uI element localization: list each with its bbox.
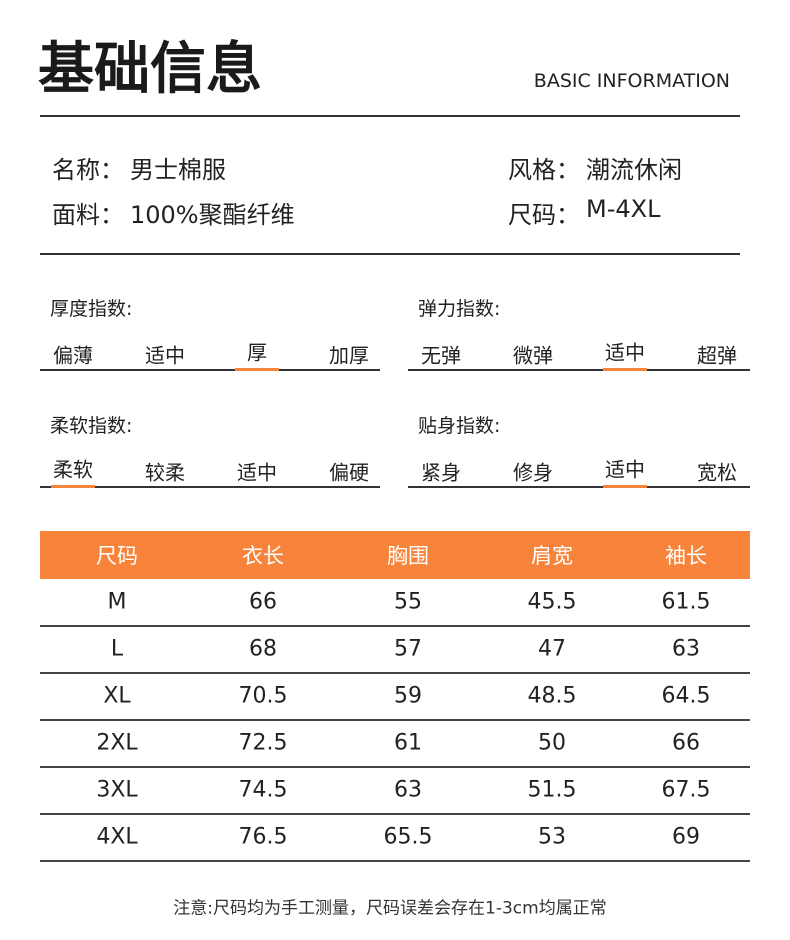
- index-title: 贴身指数:: [418, 415, 501, 437]
- index-selected-underline: [51, 485, 95, 488]
- index-baseline: [40, 369, 380, 371]
- table-cell: 61: [394, 730, 422, 756]
- table-cell: 76.5: [238, 824, 288, 850]
- table-row-line: [40, 766, 750, 768]
- table-cell: 66: [249, 589, 277, 615]
- table-cell: 48.5: [527, 683, 577, 709]
- index-option: 适中: [605, 457, 645, 482]
- index-baseline: [408, 369, 750, 371]
- index-title: 柔软指数:: [50, 415, 133, 437]
- table-cell: 4XL: [96, 824, 138, 850]
- index-option: 较柔: [145, 460, 185, 485]
- info-value: 男士棉服: [130, 156, 226, 184]
- table-row-line: [40, 625, 750, 627]
- index-baseline: [40, 486, 380, 488]
- table-row-line: [40, 813, 750, 815]
- index-option: 适中: [605, 340, 645, 365]
- index-option: 柔软: [53, 457, 93, 482]
- index-option: 紧身: [421, 460, 461, 485]
- table-cell: 51.5: [527, 777, 577, 803]
- table-cell: 2XL: [96, 730, 138, 756]
- title: 基础信息: [38, 37, 262, 102]
- index-option: 修身: [513, 460, 553, 485]
- table-cell: 3XL: [96, 777, 138, 803]
- table-cell: 59: [394, 683, 422, 709]
- index-option: 厚: [247, 340, 267, 365]
- index-option: 无弹: [421, 343, 461, 368]
- info-label: 面料：: [52, 201, 124, 229]
- index-option: 适中: [145, 343, 185, 368]
- table-cell: M: [107, 589, 127, 615]
- table-cell: 69: [672, 824, 700, 850]
- index-option: 适中: [237, 460, 277, 485]
- table-row-line: [40, 672, 750, 674]
- table-cell: 50: [538, 730, 566, 756]
- table-cell: 74.5: [238, 777, 288, 803]
- index-option: 加厚: [329, 343, 369, 368]
- table-cell: 53: [538, 824, 566, 850]
- info-label: 风格：: [508, 156, 580, 184]
- table-cell: 57: [394, 636, 422, 662]
- table-cell: 55: [394, 589, 422, 615]
- divider: [40, 115, 740, 117]
- table-cell: 61.5: [661, 589, 711, 615]
- table-row-line: [40, 860, 750, 862]
- index-selected-underline: [603, 485, 647, 488]
- table-cell: 72.5: [238, 730, 288, 756]
- table-cell: 70.5: [238, 683, 288, 709]
- table-header: 尺码: [96, 544, 138, 568]
- divider: [40, 253, 740, 255]
- table-header-bg: [40, 531, 750, 579]
- table-header: 袖长: [665, 544, 707, 568]
- table-cell: L: [110, 636, 124, 662]
- info-value: 100%聚酯纤维: [130, 201, 295, 229]
- index-selected-underline: [235, 368, 279, 371]
- info-label: 尺码：: [508, 201, 580, 229]
- index-option: 超弹: [697, 343, 737, 368]
- table-cell: 65.5: [383, 824, 433, 850]
- table-header: 衣长: [242, 544, 284, 568]
- table-header: 肩宽: [531, 544, 573, 568]
- note: 注意:尺码均为手工测量，尺码误差会存在1-3cm均属正常: [173, 898, 607, 919]
- info-label: 名称：: [52, 156, 124, 184]
- index-option: 偏薄: [53, 343, 93, 368]
- table-cell: 64.5: [661, 683, 711, 709]
- index-title: 厚度指数:: [50, 298, 133, 320]
- table-cell: 66: [672, 730, 700, 756]
- index-title: 弹力指数:: [418, 298, 501, 320]
- table-cell: 47: [538, 636, 566, 662]
- index-selected-underline: [603, 368, 647, 371]
- table-row-line: [40, 719, 750, 721]
- table-cell: 45.5: [527, 589, 577, 615]
- index-option: 宽松: [697, 460, 737, 485]
- table-header: 胸围: [387, 544, 429, 568]
- info-value: 潮流休闲: [586, 156, 682, 184]
- info-value: M-4XL: [586, 195, 661, 223]
- table-cell: 63: [672, 636, 700, 662]
- index-baseline: [408, 486, 750, 488]
- table-cell: 63: [394, 777, 422, 803]
- index-option: 微弹: [513, 343, 553, 368]
- index-option: 偏硬: [329, 460, 369, 485]
- table-cell: XL: [103, 683, 131, 709]
- table-cell: 68: [249, 636, 277, 662]
- table-cell: 67.5: [661, 777, 711, 803]
- subtitle: BASIC INFORMATION: [533, 70, 730, 92]
